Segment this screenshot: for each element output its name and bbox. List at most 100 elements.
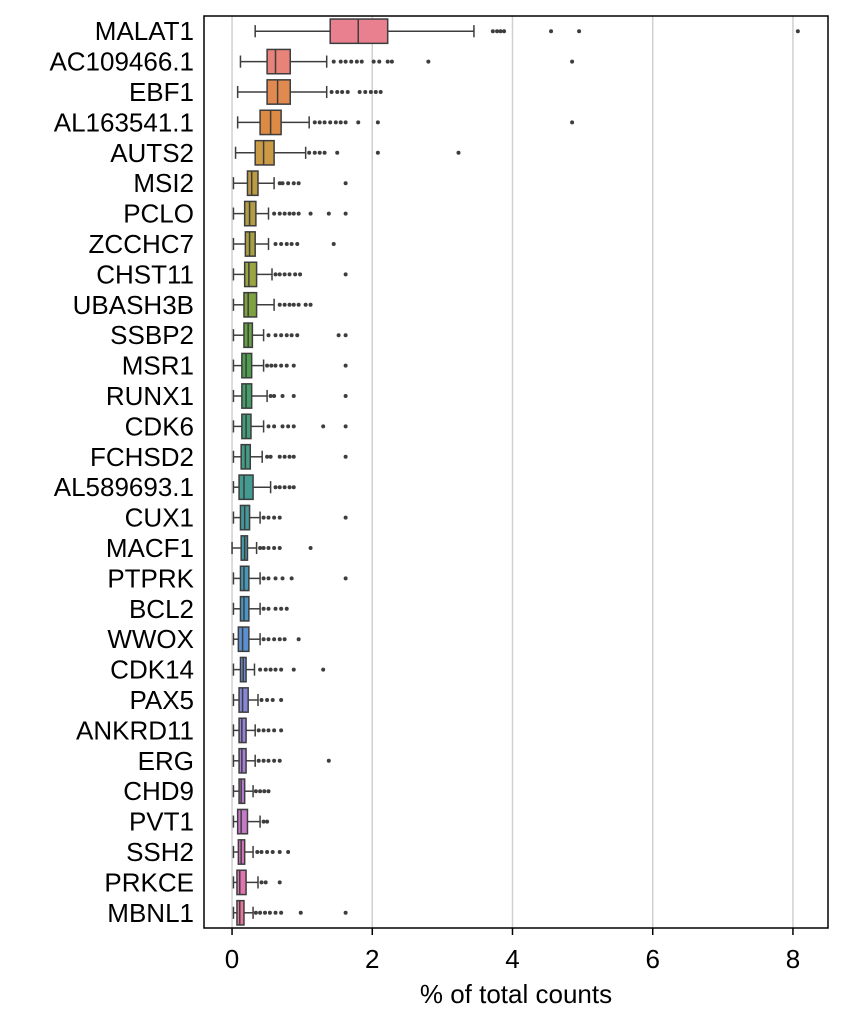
outlier-point	[282, 272, 287, 277]
gene-label: CDK6	[125, 411, 194, 441]
outlier-point	[343, 910, 348, 915]
gene-box-auts2	[234, 139, 461, 166]
outlier-point	[265, 698, 270, 702]
outlier-point	[291, 363, 296, 368]
iqr-box	[243, 291, 258, 318]
outlier-point	[456, 150, 461, 155]
outlier-point	[298, 272, 303, 277]
outlier-point	[261, 576, 266, 581]
outlier-point	[570, 120, 575, 125]
outlier-point	[354, 59, 359, 64]
gene-label: BCL2	[129, 594, 194, 624]
outlier-point	[272, 546, 277, 550]
outlier-point	[284, 363, 289, 368]
outlier-point	[312, 150, 317, 155]
outlier-point	[266, 758, 271, 763]
outlier-point	[270, 850, 275, 854]
outlier-point	[277, 272, 282, 277]
outlier-point	[338, 59, 343, 64]
outlier-point	[277, 302, 282, 307]
outlier-point	[266, 546, 271, 550]
gene-box-wwox	[232, 626, 301, 653]
gene-box-cdk14	[232, 656, 326, 683]
gene-label: EBF1	[129, 77, 194, 107]
outlier-point	[343, 211, 348, 216]
outlier-point	[263, 880, 268, 885]
outlier-point	[298, 910, 303, 915]
outlier-point	[287, 272, 292, 277]
outlier-point	[286, 850, 291, 854]
outlier-point	[262, 910, 267, 915]
outlier-point	[273, 242, 278, 246]
outlier-point	[277, 546, 282, 550]
outlier-point	[265, 454, 270, 459]
outlier-point	[266, 515, 271, 520]
outlier-point	[277, 758, 282, 763]
iqr-box	[266, 79, 291, 105]
outlier-point	[272, 211, 277, 216]
outlier-point	[259, 850, 264, 854]
outlier-point	[259, 880, 264, 885]
gene-label: PAX5	[129, 685, 194, 715]
outlier-point	[272, 394, 277, 398]
outlier-point	[335, 90, 340, 94]
outlier-point	[265, 850, 270, 854]
plot-frame	[203, 15, 829, 929]
gene-box-ankrd11	[232, 717, 284, 744]
outlier-point	[266, 333, 271, 338]
outlier-point	[291, 211, 296, 216]
outlier-point	[291, 485, 296, 490]
outlier-point	[253, 910, 258, 915]
outlier-point	[262, 789, 267, 794]
outlier-point	[795, 29, 800, 34]
outlier-point	[279, 606, 284, 611]
outlier-point	[273, 667, 278, 672]
outlier-point	[378, 90, 383, 94]
gene-box-cdk6	[232, 413, 348, 440]
outlier-point	[261, 606, 266, 611]
gene-label: PVT1	[129, 807, 194, 837]
gene-box-ssbp2	[232, 322, 348, 349]
outlier-point	[293, 272, 298, 277]
outlier-point	[389, 59, 394, 64]
outlier-point	[326, 211, 331, 216]
outlier-point	[570, 59, 575, 64]
outlier-point	[279, 728, 284, 733]
x-tick-label: 6	[645, 944, 659, 974]
outlier-point	[272, 728, 277, 733]
gene-box-runx1	[232, 383, 348, 409]
outlier-point	[272, 758, 277, 763]
outlier-point	[265, 819, 270, 824]
outlier-point	[289, 333, 294, 338]
outlier-point	[291, 667, 296, 672]
outlier-point	[308, 302, 313, 307]
outlier-point	[258, 546, 263, 550]
outlier-point	[343, 333, 348, 338]
outlier-point	[273, 363, 278, 368]
outlier-point	[335, 150, 340, 155]
gene-label: UBASH3B	[73, 290, 194, 320]
x-tick-label: 0	[225, 944, 239, 974]
outlier-point	[284, 333, 289, 338]
outlier-point	[296, 302, 301, 307]
outlier-point	[287, 454, 292, 459]
outlier-point	[549, 29, 554, 34]
outlier-point	[308, 546, 313, 550]
outlier-point	[577, 29, 582, 34]
gene-label: RUNX1	[106, 381, 194, 411]
outlier-point	[312, 120, 317, 125]
gene-box-erg	[232, 747, 331, 774]
gene-box-zcchc7	[232, 231, 336, 257]
outlier-point	[345, 90, 350, 94]
gene-box-pvt1	[232, 808, 270, 835]
outlier-point	[308, 211, 313, 216]
outlier-point	[343, 394, 348, 398]
x-axis-title: % of total counts	[420, 979, 612, 1009]
outlier-point	[261, 637, 266, 642]
outlier-point	[343, 424, 348, 429]
outlier-point	[284, 606, 289, 611]
outlier-point	[279, 333, 284, 338]
gene-label: ANKRD11	[76, 715, 194, 745]
outlier-point	[287, 485, 292, 490]
outlier-point	[296, 181, 301, 186]
